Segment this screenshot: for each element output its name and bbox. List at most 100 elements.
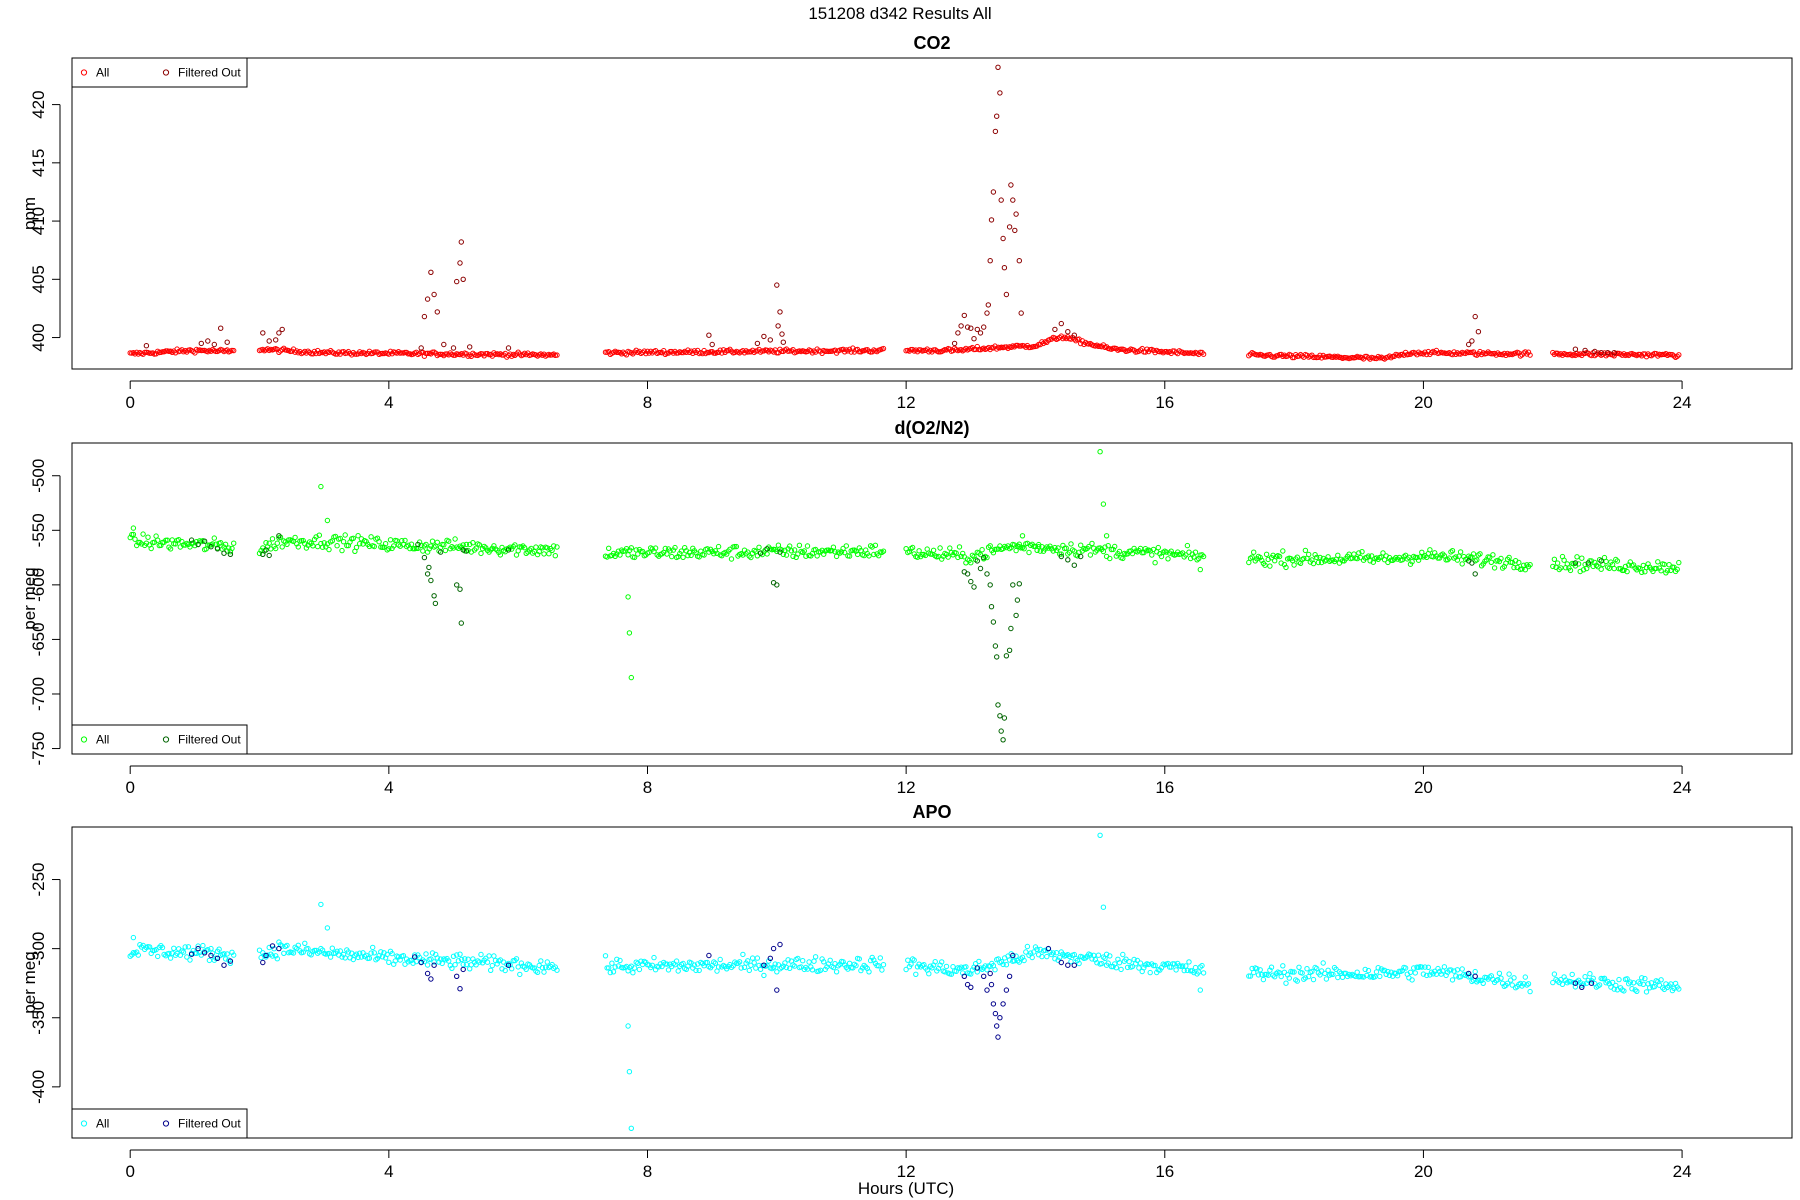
data-point-filtered <box>460 966 466 973</box>
data-point-all <box>1616 976 1622 983</box>
legend-label: All <box>96 733 109 747</box>
series-filtered-out <box>188 533 1604 743</box>
data-point-filtered <box>992 128 999 135</box>
data-point-all <box>1036 544 1042 550</box>
data-point-all <box>1152 560 1158 566</box>
data-point-all <box>1488 351 1495 357</box>
x-tick-label: 4 <box>384 393 393 412</box>
data-point-all <box>284 541 290 547</box>
data-point-all <box>842 549 848 556</box>
x-tick-label: 8 <box>643 778 652 797</box>
x-tick-label: 20 <box>1414 778 1433 797</box>
data-point-filtered <box>434 309 440 315</box>
data-point-filtered <box>777 941 783 948</box>
data-point-all <box>132 536 138 542</box>
data-point-filtered <box>437 549 444 555</box>
data-point-all <box>998 959 1005 965</box>
x-tick-label: 12 <box>897 393 916 412</box>
data-point-all <box>795 955 801 962</box>
data-point-filtered <box>706 332 712 338</box>
data-point-filtered <box>997 1015 1003 1021</box>
data-point-all <box>1087 552 1094 558</box>
data-point-all <box>1472 968 1478 975</box>
data-point-all <box>963 964 969 970</box>
data-point-all <box>1624 568 1630 575</box>
x-tick-label: 24 <box>1673 393 1692 412</box>
data-point-all <box>1380 550 1386 556</box>
data-point-filtered <box>1078 553 1084 560</box>
data-point-all <box>607 969 613 976</box>
data-point-all <box>783 552 790 558</box>
data-point-all <box>955 554 961 561</box>
data-point-all <box>843 543 849 549</box>
data-point-all <box>1449 548 1456 554</box>
data-point-all <box>754 955 761 961</box>
data-point-all <box>1184 967 1191 974</box>
data-point-all <box>391 543 397 549</box>
data-point-all <box>319 544 326 550</box>
data-point-all <box>392 958 398 964</box>
data-point-all <box>1309 968 1315 975</box>
data-point-all <box>979 547 985 553</box>
data-point-all <box>386 959 392 965</box>
data-point-filtered <box>958 323 964 329</box>
data-point-all <box>1527 988 1533 995</box>
data-point-all <box>1341 970 1347 976</box>
data-point-all <box>1482 558 1488 564</box>
data-point-all <box>774 969 780 975</box>
data-point-filtered <box>279 326 285 333</box>
data-point-all <box>450 953 457 959</box>
data-point-filtered <box>188 951 195 957</box>
data-point-all <box>1457 549 1464 555</box>
data-point-all <box>791 547 798 553</box>
data-point-all <box>1441 964 1448 970</box>
data-point-filtered <box>1006 224 1013 230</box>
data-point-filtered <box>1014 597 1021 603</box>
data-point-all <box>374 955 381 962</box>
data-point-all <box>688 552 694 559</box>
data-point-filtered <box>988 981 995 988</box>
data-point-all <box>208 945 214 952</box>
data-point-all <box>337 948 343 954</box>
data-point-all <box>1409 559 1415 565</box>
data-point-all <box>142 349 148 356</box>
data-point-filtered <box>754 340 761 347</box>
data-point-all <box>1183 552 1189 558</box>
data-point-filtered <box>998 728 1004 734</box>
data-point-all <box>819 956 825 962</box>
data-point-all <box>423 541 429 548</box>
data-point-all <box>1619 567 1626 574</box>
data-point-all <box>947 545 953 551</box>
data-point-all <box>371 543 377 550</box>
data-point-all <box>184 954 190 960</box>
data-point-all <box>1184 542 1191 549</box>
data-point-filtered <box>767 955 773 961</box>
data-point-all <box>872 542 879 548</box>
data-point-all <box>1676 986 1682 992</box>
data-point-all <box>1394 973 1401 979</box>
data-point-all <box>602 349 609 355</box>
data-point-filtered <box>988 604 995 610</box>
data-point-all <box>1630 980 1637 986</box>
data-point-filtered <box>1572 346 1579 352</box>
data-point-all <box>1459 966 1465 972</box>
data-point-all <box>130 531 137 538</box>
data-point-all <box>554 544 560 550</box>
data-point-all <box>1643 989 1650 995</box>
data-point-filtered <box>454 582 460 588</box>
data-point-all <box>1354 555 1360 562</box>
data-point-filtered <box>1013 211 1019 217</box>
data-point-filtered <box>974 558 980 564</box>
data-point-all <box>1621 988 1627 994</box>
data-point-all <box>140 531 146 537</box>
data-point-all <box>1365 553 1372 559</box>
data-point-all <box>145 534 151 540</box>
data-point-all <box>353 544 360 551</box>
data-point-all <box>269 536 276 542</box>
data-point-all <box>787 543 793 549</box>
data-point-all <box>193 950 200 956</box>
data-point-all <box>551 543 557 549</box>
data-point-all <box>808 964 814 970</box>
data-point-all <box>1179 963 1186 969</box>
legend-marker <box>80 69 88 76</box>
